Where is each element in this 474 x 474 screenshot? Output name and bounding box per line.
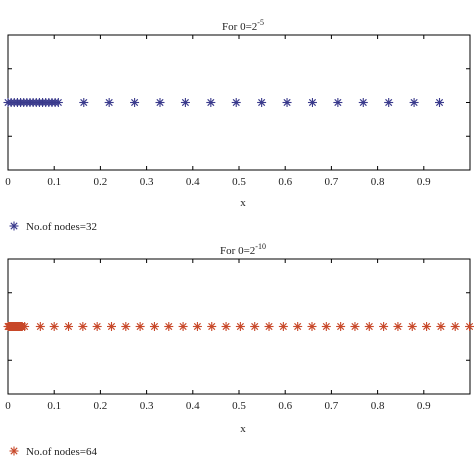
data-point (307, 322, 317, 331)
data-point (178, 322, 188, 331)
data-point (264, 322, 274, 331)
panel-2-legend-label: No.of nodes=64 (26, 446, 97, 458)
x-tick-label: 0.5 (232, 400, 246, 412)
data-point (53, 98, 63, 107)
x-tick-label: 0.8 (371, 176, 385, 188)
data-point (180, 98, 190, 107)
data-point (358, 98, 368, 107)
data-point (135, 322, 145, 331)
data-point (207, 322, 217, 331)
data-point (231, 98, 241, 107)
data-point (393, 322, 403, 331)
x-tick-label: 0.7 (325, 400, 339, 412)
x-tick-label: 0 (5, 176, 11, 188)
data-point (235, 322, 245, 331)
data-point (321, 322, 331, 331)
data-point (435, 98, 445, 107)
data-point (278, 322, 288, 331)
x-tick-label: 0.3 (140, 176, 154, 188)
data-point (206, 98, 216, 107)
panel-2-x-ticks: 0 0.1 0.2 0.3 0.4 0.5 0.6 0.7 0.8 0.9 (5, 259, 431, 412)
panel-2-x-axis-label: x (240, 423, 246, 435)
panel-1-legend: No.of nodes=32 (9, 221, 97, 233)
x-tick-label: 0.6 (278, 400, 292, 412)
data-point (192, 322, 202, 331)
x-tick-label: 0.8 (371, 400, 385, 412)
panel-2-markers (3, 322, 474, 331)
panel-2-legend-marker (9, 446, 19, 456)
x-tick-label: 0.9 (417, 400, 431, 412)
data-point (20, 322, 30, 331)
panel-2: For 0=2-10 0 0.1 0.2 0.3 0.4 0.5 0.6 0.7 0.8 0.9 … (3, 242, 474, 458)
data-point (78, 322, 88, 331)
panel-1-markers (3, 98, 445, 107)
panel-1-x-axis-label: x (240, 197, 246, 209)
data-point (164, 322, 174, 331)
x-tick-label: 0.6 (278, 176, 292, 188)
data-point (64, 322, 74, 331)
data-point (293, 322, 303, 331)
panel-1-legend-marker (9, 221, 19, 231)
x-tick-label: 0 (5, 400, 11, 412)
x-tick-label: 0.1 (47, 176, 61, 188)
data-point (409, 98, 419, 107)
data-point (35, 322, 45, 331)
x-tick-label: 0.4 (186, 176, 200, 188)
legend-asterisk-icon (9, 446, 19, 456)
data-point (350, 322, 360, 331)
panel-2-legend: No.of nodes=64 (9, 446, 97, 458)
data-point (336, 322, 346, 331)
data-point (92, 322, 102, 331)
data-point (407, 322, 417, 331)
data-point (250, 322, 260, 331)
data-point (379, 322, 389, 331)
data-point (436, 322, 446, 331)
x-tick-label: 0.2 (94, 400, 108, 412)
x-tick-label: 0.3 (140, 400, 154, 412)
data-point (155, 98, 165, 107)
x-tick-label: 0.1 (47, 400, 61, 412)
data-point (130, 98, 140, 107)
data-point (79, 98, 89, 107)
data-point (104, 98, 114, 107)
data-point (221, 322, 231, 331)
data-point (450, 322, 460, 331)
data-point (282, 98, 292, 107)
data-point (307, 98, 317, 107)
data-point (422, 322, 432, 331)
panel-1-legend-label: No.of nodes=32 (26, 221, 97, 233)
x-tick-label: 0.2 (94, 176, 108, 188)
data-point (49, 322, 59, 331)
panel-1-title: For 0=2-5 (222, 18, 264, 33)
data-point (121, 322, 131, 331)
panel-1-x-ticks: 0 0.1 0.2 0.3 0.4 0.5 0.6 0.7 0.8 0.9 (5, 35, 431, 188)
data-point (333, 98, 343, 107)
data-point (384, 98, 394, 107)
x-tick-label: 0.4 (186, 400, 200, 412)
panel-2-title: For 0=2-10 (220, 242, 266, 257)
x-tick-label: 0.5 (232, 176, 246, 188)
x-tick-label: 0.7 (325, 176, 339, 188)
data-point (465, 322, 474, 331)
legend-asterisk-icon (9, 221, 19, 231)
data-point (257, 98, 267, 107)
data-point (106, 322, 116, 331)
panel-1: For 0=2-5 0 0.1 0.2 0.3 0.4 0.5 0.6 0.7 0.8 0.9 x… (3, 18, 471, 233)
x-tick-label: 0.9 (417, 176, 431, 188)
data-point (149, 322, 159, 331)
data-point (364, 322, 374, 331)
